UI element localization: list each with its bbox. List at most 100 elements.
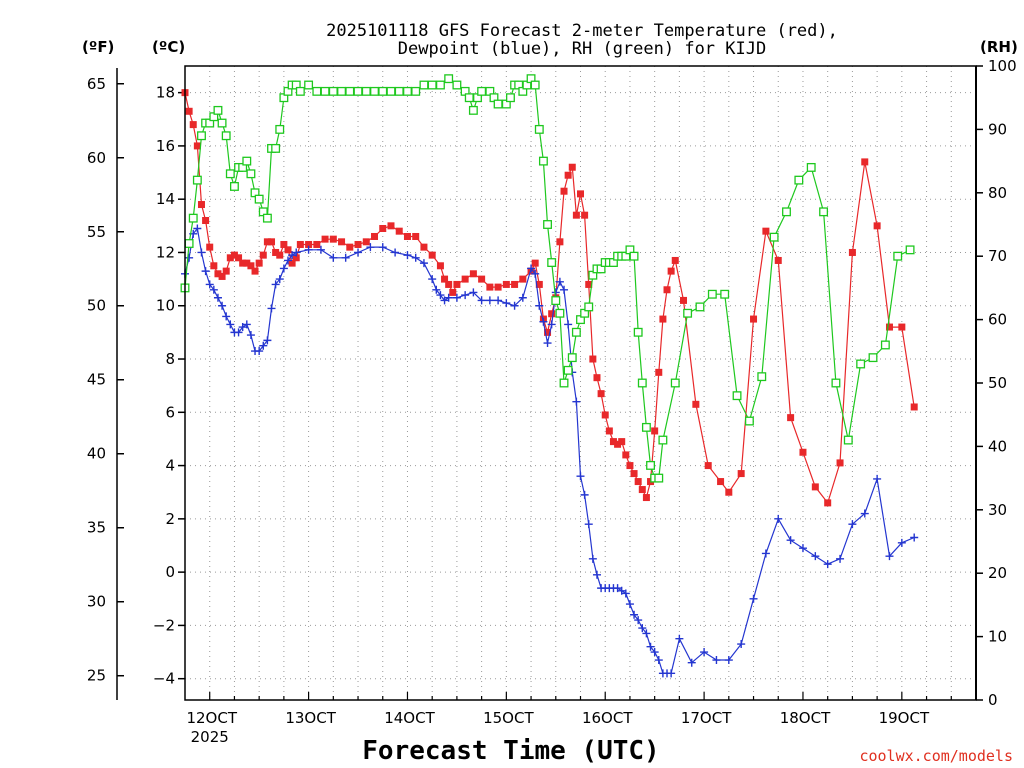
rh-point xyxy=(819,207,829,217)
rh-point xyxy=(295,86,305,96)
rh-point xyxy=(806,162,816,172)
fahrenheit-tick-label: 45 xyxy=(87,371,106,389)
celsius-axis: 18 16 14 12 10 8 6 4 2 0 −2 −4 xyxy=(153,84,185,688)
rh-point xyxy=(551,296,561,306)
rh-point xyxy=(538,156,548,166)
time-tick-label: 14OCT xyxy=(384,709,435,727)
rh-point xyxy=(856,359,866,369)
dewpoint-point xyxy=(527,264,536,273)
credit-link[interactable]: coolwx.com/models xyxy=(859,747,1013,765)
rh-point xyxy=(320,86,330,96)
dewpoint-point xyxy=(638,624,647,633)
temperature-point xyxy=(338,238,346,246)
rh-tick-label: 10 xyxy=(988,628,1007,646)
dewpoint-point xyxy=(193,224,202,233)
temperature-point xyxy=(453,280,461,288)
temperature-point xyxy=(420,243,428,251)
rh-point xyxy=(769,232,779,242)
rh-point xyxy=(419,80,429,90)
temperature-point xyxy=(511,280,519,288)
dewpoint-point xyxy=(255,347,264,356)
rh-point xyxy=(188,213,198,223)
rh-point xyxy=(880,340,890,350)
dewpoint-point xyxy=(485,296,494,305)
rh-point xyxy=(646,460,655,470)
dewpoint-point xyxy=(539,317,548,326)
rh-point xyxy=(427,80,437,90)
rh-point xyxy=(262,213,272,223)
rh-point xyxy=(567,353,577,363)
dewpoint-point xyxy=(555,277,564,286)
fahrenheit-tick-label: 60 xyxy=(87,149,106,167)
temperature-point xyxy=(750,315,758,323)
temperature-point xyxy=(651,427,659,435)
rh-tick-label: 20 xyxy=(988,564,1007,582)
dewpoint-point xyxy=(749,594,758,603)
temperature-point xyxy=(593,374,601,382)
temperature-point xyxy=(679,296,687,304)
temperature-point xyxy=(626,462,634,470)
temperature-point xyxy=(214,270,222,278)
rh-point xyxy=(435,80,445,90)
dewpoint-point xyxy=(654,656,663,665)
rh-point xyxy=(353,86,363,96)
dewpoint-point xyxy=(391,248,400,257)
rh-point xyxy=(757,372,767,382)
fahrenheit-tick-label: 50 xyxy=(87,297,106,315)
rh-point xyxy=(732,391,742,401)
series-layer xyxy=(180,74,919,678)
rh-point xyxy=(905,245,915,255)
time-tick-year: 2025 xyxy=(191,728,229,746)
temperature-point xyxy=(197,201,205,209)
temperature-point xyxy=(535,280,543,288)
time-tick-label: 18OCT xyxy=(780,709,831,727)
dewpoint-point xyxy=(419,259,428,268)
rh-point xyxy=(271,143,281,153)
series-dewpoint xyxy=(181,224,919,678)
temperature-point xyxy=(272,248,280,256)
rh-point xyxy=(584,302,594,312)
dewpoint-point xyxy=(531,269,540,278)
rh-point xyxy=(468,105,478,115)
celsius-tick-label: 0 xyxy=(165,563,175,581)
temperature-line xyxy=(184,92,915,505)
temperature-point xyxy=(502,280,510,288)
dewpoint-point xyxy=(724,656,733,665)
temperature-point xyxy=(585,280,593,288)
temperature-point xyxy=(296,240,304,248)
dewpoint-point xyxy=(213,293,222,302)
rh-point xyxy=(782,207,791,217)
temperature-point xyxy=(486,283,494,291)
dewpoint-point xyxy=(811,552,820,561)
rh-point xyxy=(893,251,903,261)
dewpoint-point xyxy=(238,323,247,332)
dewpoint-point xyxy=(613,584,622,593)
dewpoint-point xyxy=(584,520,593,529)
temperature-point xyxy=(239,259,247,267)
dewpoint-point xyxy=(226,320,235,329)
dewpoint-point xyxy=(205,280,214,289)
rh-point xyxy=(559,378,569,388)
temperature-point xyxy=(568,163,576,171)
temperature-point xyxy=(395,227,403,235)
temperature-point xyxy=(531,259,539,267)
rh-point xyxy=(378,86,388,96)
dewpoint-point xyxy=(897,538,906,547)
dewpoint-point xyxy=(366,243,375,252)
temperature-point xyxy=(704,462,712,470)
dewpoint-point xyxy=(621,589,630,598)
temperature-point xyxy=(577,190,584,198)
temperature-point xyxy=(762,227,770,235)
time-tick-label: 12OCT xyxy=(186,709,237,727)
temperature-point xyxy=(848,248,856,256)
fahrenheit-tick-label: 25 xyxy=(87,667,106,685)
temperature-point xyxy=(428,251,436,259)
rh-point xyxy=(246,169,256,179)
dewpoint-point xyxy=(341,253,350,262)
temperature-point xyxy=(185,107,193,115)
dewpoint-point xyxy=(774,514,783,523)
temperature-point xyxy=(305,240,313,248)
rh-point xyxy=(275,124,285,134)
